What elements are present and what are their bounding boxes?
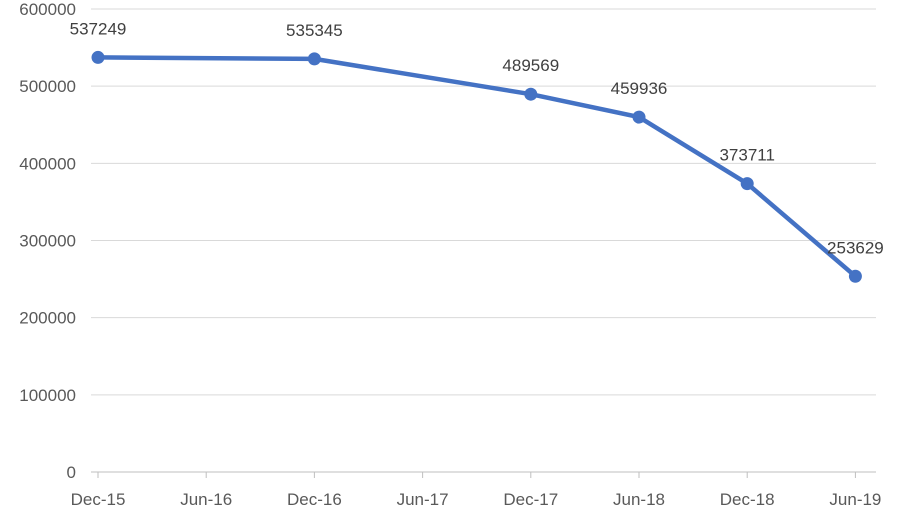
grid-lines (91, 8, 876, 396)
data-series (91, 50, 862, 283)
y-tick-label: 300000 (19, 232, 76, 251)
data-label: 253629 (827, 238, 884, 257)
x-tick-label: Jun-18 (613, 490, 665, 509)
data-label: 489569 (502, 56, 559, 75)
y-tick-label: 200000 (19, 309, 76, 328)
x-tick-label: Jun-17 (397, 490, 449, 509)
y-tick-label: 0 (67, 463, 76, 482)
series-line (95, 55, 858, 279)
data-label: 535345 (286, 21, 343, 40)
x-tick-label: Dec-15 (71, 490, 126, 509)
data-label: 373711 (719, 146, 774, 165)
y-tick-label: 600000 (19, 0, 76, 19)
data-labels: 537249 535345 489569 459936 373711 253629 (70, 19, 884, 257)
y-tick-label: 500000 (19, 77, 76, 96)
x-tick-label: Dec-17 (503, 490, 558, 509)
x-tick-label: Dec-18 (720, 490, 775, 509)
x-tick-label: Jun-16 (180, 490, 232, 509)
data-point (848, 269, 862, 283)
y-tick-label: 100000 (19, 386, 76, 405)
data-point (524, 87, 538, 101)
data-point (632, 110, 646, 124)
axes (91, 471, 876, 478)
x-axis-tick-labels: Dec-15 Jun-16 Dec-16 Jun-17 Dec-17 Jun-18 Dec-… (71, 490, 882, 509)
data-point (91, 50, 105, 64)
y-tick-label: 400000 (19, 154, 76, 173)
data-label: 537249 (70, 19, 127, 38)
x-tick-label: Dec-16 (287, 490, 342, 509)
data-point (307, 52, 321, 66)
x-tick-label: Jun-19 (829, 490, 881, 509)
data-point (740, 177, 754, 191)
y-axis-tick-labels: 0 100000 200000 300000 400000 500000 600000 (19, 0, 76, 482)
data-label: 459936 (611, 79, 668, 98)
